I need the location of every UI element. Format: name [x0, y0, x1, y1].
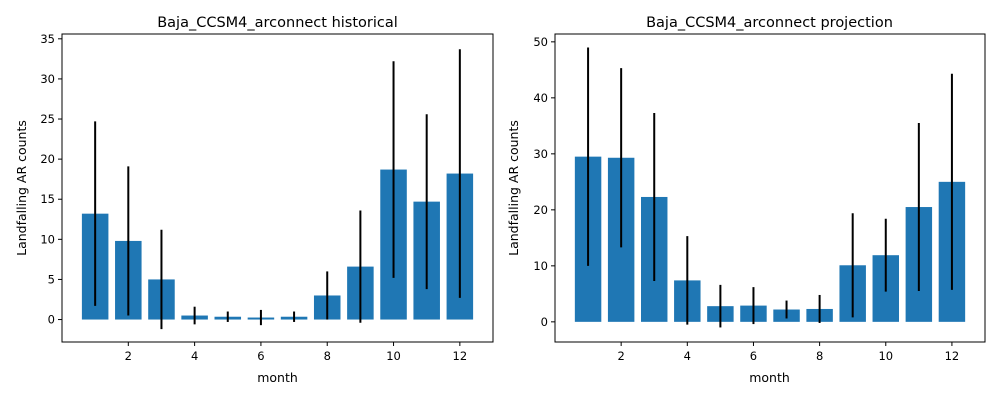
historical-plot-area: 2 4 6 8 10 12 0 5 10 15 20 25 30 35: [40, 32, 494, 363]
historical-y-tick-label-5: 5: [48, 272, 55, 286]
projection-x-tick-label-6: 6: [750, 349, 757, 363]
projection-chart-title: Baja_CCSM4_arconnect projection: [646, 15, 893, 31]
projection-panel: Baja_CCSM4_arconnect projection month La…: [506, 15, 986, 385]
historical-y-tick-label-25: 25: [40, 112, 55, 126]
projection-x-tick-label-2: 2: [617, 349, 624, 363]
historical-y-tick-label-0: 0: [48, 313, 55, 327]
historical-x-tick-label-10: 10: [386, 349, 401, 363]
historical-x-tick-label-8: 8: [324, 349, 331, 363]
projection-x-tick-label-4: 4: [684, 349, 691, 363]
historical-y-tick-label-20: 20: [40, 152, 55, 166]
projection-axes-frame: [554, 33, 986, 343]
historical-x-axis-label: month: [257, 370, 298, 385]
historical-x-tick-label-6: 6: [257, 349, 264, 363]
projection-y-tick-label-50: 50: [533, 35, 548, 49]
projection-y-tick-label-20: 20: [533, 203, 548, 217]
projection-plot-area: 2 4 6 8 10 12 0 10 20 30 40 50: [533, 33, 986, 363]
historical-y-tick-label-10: 10: [40, 232, 55, 246]
historical-axes-frame: [61, 33, 494, 343]
historical-x-tick-label-2: 2: [125, 349, 132, 363]
projection-y-axis-label: Landfalling AR counts: [506, 120, 521, 256]
projection-x-tick-label-8: 8: [816, 349, 823, 363]
projection-y-tick-label-30: 30: [533, 147, 548, 161]
historical-x-tick-label-4: 4: [191, 349, 198, 363]
historical-y-tick-label-30: 30: [40, 72, 55, 86]
historical-y-axis-label: Landfalling AR counts: [14, 120, 29, 256]
projection-y-tick-label-10: 10: [533, 259, 548, 273]
projection-x-tick-label-12: 12: [945, 349, 960, 363]
historical-x-tick-label-12: 12: [453, 349, 468, 363]
projection-x-axis-label: month: [749, 370, 790, 385]
historical-chart-title: Baja_CCSM4_arconnect historical: [157, 15, 398, 31]
projection-y-tick-label-0: 0: [541, 315, 548, 329]
historical-y-tick-label-35: 35: [40, 32, 55, 46]
projection-y-tick-label-40: 40: [533, 91, 548, 105]
historical-panel: Baja_CCSM4_arconnect historical month La…: [14, 15, 494, 385]
historical-y-tick-label-15: 15: [40, 192, 55, 206]
projection-x-tick-label-10: 10: [878, 349, 893, 363]
